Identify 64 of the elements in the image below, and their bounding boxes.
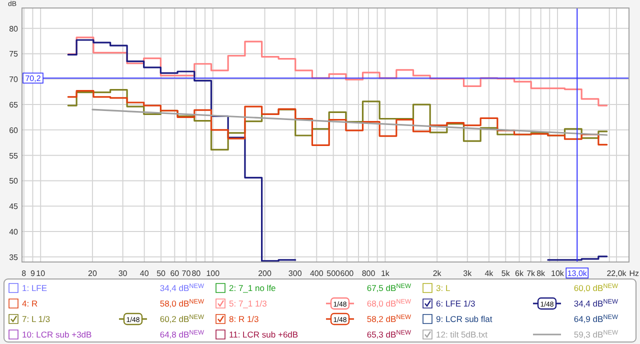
text: 34,4 dB$^{NEW}$ — [574, 298, 618, 308]
text: 64,8 dB$^{NEW}$ — [160, 329, 204, 340]
x-tick-label: 40 — [140, 269, 150, 278]
x-tick-label: 1k — [380, 269, 390, 278]
legend-label: 2: 7_1 no lfe — [229, 283, 276, 293]
x-tick-label: 30 — [118, 269, 128, 278]
x-tick-label: 9 — [30, 269, 36, 278]
x-tick-label: 10 — [36, 269, 46, 278]
x-tick-label: 8k — [536, 269, 546, 278]
legend-label: 7: L 1/3 — [22, 314, 50, 324]
text: 65,3 dB$^{NEW}$ — [366, 329, 411, 340]
y-tick-label: 75 — [9, 50, 19, 59]
x-tick-label: 100 — [206, 269, 220, 278]
legend-label: 3: L — [436, 283, 450, 293]
text: 60,0 dB$^{NEW}$ — [574, 282, 618, 293]
text: 60,2 dB$^{NEW}$ — [160, 314, 204, 324]
x-tick-label: 8 — [22, 269, 27, 278]
x-tick-label: 200 — [258, 269, 272, 278]
y-tick-label: 55 — [9, 151, 19, 160]
x-tick-label: 80 — [192, 269, 202, 278]
y-tick-label: 60 — [9, 126, 19, 135]
y-tick-label: 40 — [9, 228, 19, 237]
text: 64,9 dB$^{NEW}$ — [574, 314, 618, 324]
legend-label: 10: LCR sub +3dB — [22, 330, 92, 340]
x-tick-label: 20 — [88, 269, 98, 278]
text: 67,5 dB$^{NEW}$ — [366, 282, 411, 293]
x-tick-label: 70 — [182, 269, 192, 278]
legend-label: 5: 7_1 1/3 — [229, 298, 268, 308]
y-tick-label: 80 — [9, 24, 19, 34]
y-tick-label: 50 — [9, 176, 19, 186]
x-tick-label: 400 — [310, 269, 324, 278]
ref-line-label: 13,0k — [567, 269, 588, 278]
x-tick-label: 50 — [156, 269, 166, 278]
x-tick-label: 7k — [526, 269, 536, 278]
x-tick-label: 3k — [463, 269, 473, 278]
x-tick-label: 300 — [288, 269, 302, 278]
x-tick-label: 10k — [551, 269, 565, 278]
y-tick-label: 45 — [9, 202, 19, 212]
legend-label: 11: LCR sub +6dB — [229, 330, 298, 340]
x-tick-label: 22,0k — [606, 269, 628, 278]
y-tick-label: 65 — [9, 100, 19, 110]
x-tick-label: 5k — [501, 269, 511, 278]
x-tick-label: 6k — [515, 269, 524, 278]
y-tick-label: 35 — [9, 252, 19, 262]
text: 58,0 dB$^{NEW}$ — [160, 298, 204, 308]
legend-label: 1: LFE — [22, 283, 48, 293]
legend-label: 12: tilt 5dB.txt — [436, 330, 488, 340]
y-tick-label: 70 — [9, 75, 19, 84]
x-tick-label: 800 — [362, 269, 376, 278]
x-tick-label: 60 — [170, 269, 180, 278]
legend-label: 6: LFE 1/3 — [436, 298, 476, 308]
text: 59,3 dB$^{NEW}$ — [574, 329, 618, 340]
x-axis-title: Hz — [629, 269, 639, 278]
x-tick-label: 500 — [326, 269, 341, 278]
ref-line-label: 70,2 — [25, 74, 42, 84]
x-tick-label: 600 — [340, 269, 354, 278]
legend-label: 4: R — [22, 298, 38, 308]
x-tick-label: 2k — [432, 269, 442, 278]
legend-label: 8: R 1/3 — [229, 314, 260, 324]
text: 34,4 dB$^{NEW}$ — [160, 282, 204, 293]
legend-label: 9: LCR sub flat — [436, 314, 493, 324]
x-tick-label: 4k — [484, 269, 494, 278]
text: 68,0 dB$^{NEW}$ — [366, 298, 411, 308]
text: 58,2 dB$^{NEW}$ — [366, 314, 411, 324]
